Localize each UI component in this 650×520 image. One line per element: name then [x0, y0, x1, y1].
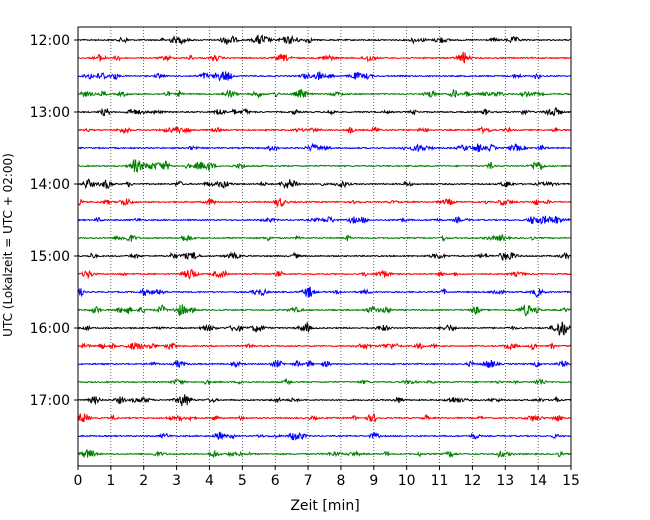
- trace-1715: [77, 412, 571, 423]
- trace-1330: [77, 142, 571, 153]
- y-tick-label: 17:00: [30, 393, 70, 409]
- trace-1200: [77, 34, 571, 45]
- trace-1500: [77, 251, 571, 262]
- trace-1300: [77, 107, 571, 117]
- trace-1545: [77, 304, 571, 317]
- trace-1630: [77, 359, 571, 369]
- trace-1515: [77, 269, 571, 280]
- trace-1745: [77, 449, 572, 459]
- trace-1215: [77, 51, 571, 64]
- y-axis-label: UTC (Lokalzeit = UTC + 02:00): [1, 153, 15, 337]
- x-tick-label: 8: [336, 473, 345, 489]
- x-tick-label: 7: [304, 473, 313, 489]
- trace-1645: [77, 378, 571, 386]
- y-tick-label: 15:00: [30, 249, 70, 265]
- trace-1700: [77, 394, 572, 407]
- x-tick-label: 15: [562, 473, 580, 489]
- x-tick-label: 3: [172, 473, 181, 489]
- trace-1445: [77, 233, 571, 243]
- seismic-traces: [77, 34, 572, 459]
- y-tick-label: 16:00: [30, 321, 70, 337]
- plot-frame: [77, 26, 572, 467]
- trace-1245: [77, 88, 571, 99]
- x-tick-label: 9: [369, 473, 378, 489]
- x-tick-label: 4: [205, 473, 214, 489]
- x-tick-label: 6: [271, 473, 280, 489]
- y-axis-ticks: 12:00 13:00 14:00 15:00 16:00 17:00: [30, 33, 78, 409]
- trace-1315: [77, 125, 571, 135]
- y-tick-label: 13:00: [30, 105, 70, 121]
- x-axis-label: Zeit [min]: [290, 498, 359, 514]
- x-tick-label: 12: [463, 473, 481, 489]
- trace-1400: [77, 178, 571, 190]
- x-tick-label: 2: [139, 473, 148, 489]
- x-tick-label: 10: [398, 473, 416, 489]
- x-tick-label: 14: [529, 473, 547, 489]
- x-axis-ticks: 0 1 2 3 4 5 6 7 8 9 10 11 12 13 14 15: [74, 466, 580, 489]
- trace-1415: [77, 197, 571, 208]
- x-tick-label: 1: [106, 473, 115, 489]
- y-tick-label: 14:00: [30, 177, 70, 193]
- x-tick-label: 5: [238, 473, 247, 489]
- trace-1430: [77, 215, 571, 226]
- x-tick-label: 11: [431, 473, 449, 489]
- y-tick-label: 12:00: [30, 33, 70, 49]
- trace-1600: [77, 321, 572, 336]
- trace-1730: [77, 431, 571, 441]
- x-tick-label: 0: [74, 473, 83, 489]
- trace-1345: [77, 159, 571, 173]
- trace-1615: [77, 342, 571, 351]
- trace-1230: [77, 71, 571, 82]
- x-tick-label: 13: [496, 473, 514, 489]
- trace-1530: [77, 286, 571, 298]
- grid-lines: [110, 27, 539, 466]
